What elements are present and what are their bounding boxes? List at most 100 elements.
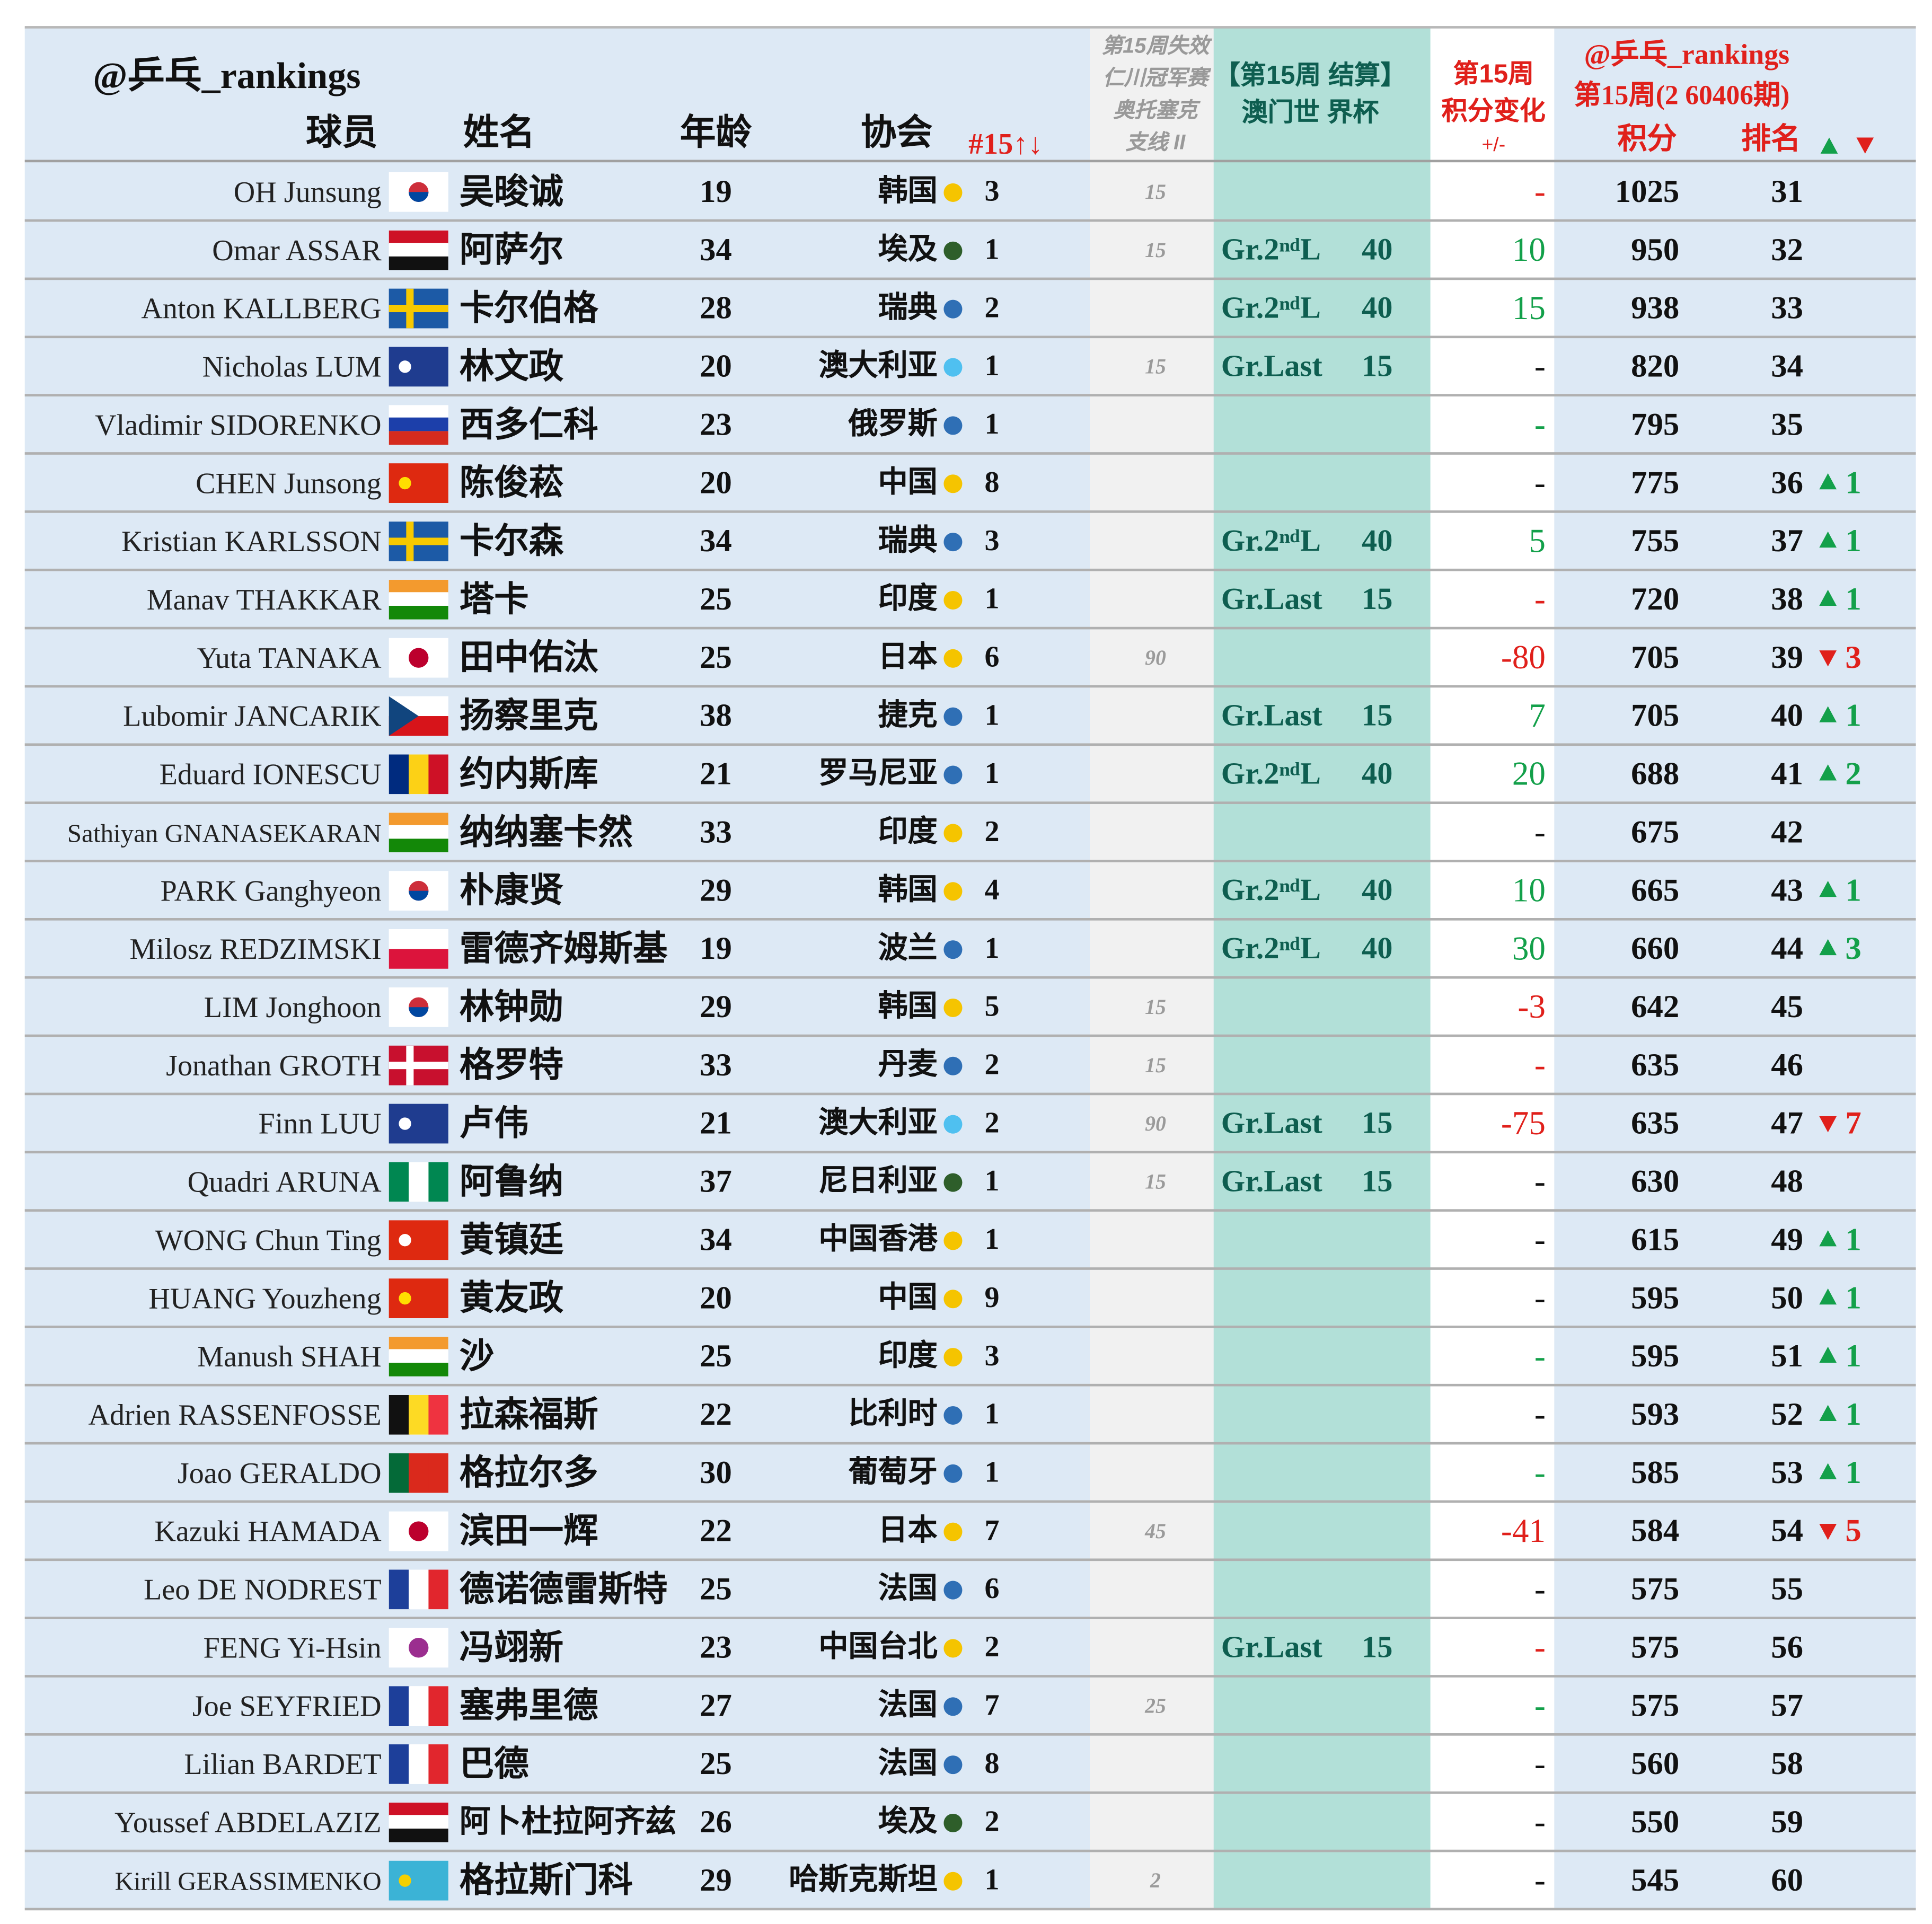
age: 29 xyxy=(700,988,732,1024)
points-change: - xyxy=(1534,1278,1546,1316)
assoc: 澳大利亚 xyxy=(818,348,938,383)
rank-move: 1 xyxy=(1845,1396,1862,1432)
assoc: 波兰 xyxy=(878,931,938,965)
assoc: 印度 xyxy=(878,814,938,848)
rank-move: 1 xyxy=(1845,1453,1862,1490)
row-separator xyxy=(24,336,1916,339)
flag-part xyxy=(389,1349,448,1363)
player-en: Yuta TANAKA xyxy=(197,642,382,675)
points-change: - xyxy=(1534,1045,1546,1083)
rank-move: 1 xyxy=(1845,696,1862,733)
player-en: Nicholas LUM xyxy=(202,351,382,384)
result-points: 15 xyxy=(1361,699,1393,732)
assoc-dot xyxy=(943,1580,963,1599)
flag-part xyxy=(409,1521,429,1541)
assoc-dot xyxy=(943,1231,963,1250)
flag-part xyxy=(389,1743,410,1784)
assoc: 韩国 xyxy=(878,174,938,208)
age: 22 xyxy=(700,1512,732,1548)
points: 575 xyxy=(1631,1628,1680,1665)
header-rank: 排名 xyxy=(1741,122,1801,156)
change-column-bg xyxy=(1430,27,1555,1909)
result-points: 40 xyxy=(1361,873,1393,907)
rank: 32 xyxy=(1771,231,1803,267)
assoc: 中国 xyxy=(878,465,938,499)
player-en: Jonathan GROTH xyxy=(166,1049,382,1082)
player-en: Kirill GERASSIMENKO xyxy=(114,1866,382,1896)
flag-icon xyxy=(389,1511,448,1551)
player-cn: 卡尔伯格 xyxy=(459,288,598,326)
age: 28 xyxy=(700,289,732,325)
player-cn: 滨田一辉 xyxy=(459,1511,598,1549)
age: 25 xyxy=(700,1745,732,1781)
rank: 54 xyxy=(1771,1512,1803,1548)
expired-points: 25 xyxy=(1145,1693,1166,1717)
rank: 33 xyxy=(1771,289,1803,325)
result: Gr.Last xyxy=(1221,1164,1322,1198)
row-separator xyxy=(24,1791,1916,1794)
rank-up-icon xyxy=(1819,938,1837,955)
player-cn: 塔卡 xyxy=(459,579,529,618)
flag-part xyxy=(409,1161,429,1202)
assoc-dot xyxy=(943,939,963,958)
row-separator xyxy=(24,1151,1916,1154)
player-cn: 林文政 xyxy=(459,346,564,385)
player-cn: 阿鲁纳 xyxy=(459,1161,564,1200)
row-separator xyxy=(24,976,1916,979)
count: 2 xyxy=(984,816,1000,848)
points: 755 xyxy=(1631,522,1680,558)
count: 1 xyxy=(984,757,1000,790)
age: 20 xyxy=(700,347,732,384)
row-separator xyxy=(24,510,1916,513)
flag-part xyxy=(428,1569,448,1609)
rank: 58 xyxy=(1771,1745,1803,1781)
age: 21 xyxy=(700,1104,732,1141)
points-change: -3 xyxy=(1518,987,1546,1025)
rank: 56 xyxy=(1771,1628,1803,1665)
flag-part xyxy=(399,1117,411,1129)
count: 9 xyxy=(984,1282,1000,1314)
flag-part xyxy=(389,1061,448,1069)
age: 34 xyxy=(700,231,732,267)
player-en: Omar ASSAR xyxy=(212,234,382,267)
rank-up-icon xyxy=(1819,705,1837,722)
flag-icon xyxy=(389,463,448,502)
row-separator xyxy=(24,1209,1916,1212)
assoc-dot xyxy=(943,299,963,318)
rank: 44 xyxy=(1771,930,1803,966)
rank-up-icon xyxy=(1819,1346,1837,1362)
rank-move: 2 xyxy=(1845,755,1862,791)
expired-points: 45 xyxy=(1145,1519,1166,1543)
header-count: #15↑↓ xyxy=(968,129,1043,161)
rank: 55 xyxy=(1771,1570,1803,1607)
count: 7 xyxy=(984,1689,1000,1722)
points: 545 xyxy=(1631,1861,1680,1897)
result: Gr.2ⁿᵈL xyxy=(1221,757,1321,791)
rank-up-icon xyxy=(1819,589,1837,605)
points-change: - xyxy=(1534,579,1546,617)
flag-part xyxy=(389,1802,448,1816)
flag-icon xyxy=(389,230,448,270)
points: 550 xyxy=(1631,1803,1680,1839)
points-change: - xyxy=(1534,1162,1546,1199)
player-cn: 朴康贤 xyxy=(459,870,564,909)
age: 27 xyxy=(700,1687,732,1723)
points-change: - xyxy=(1534,1802,1546,1840)
rank-move: 1 xyxy=(1845,1279,1862,1316)
points: 688 xyxy=(1631,755,1680,791)
player-cn: 卢伟 xyxy=(459,1103,529,1142)
points: 795 xyxy=(1631,405,1680,442)
result-points: 40 xyxy=(1361,931,1393,965)
player-cn: 雷德齐姆斯基 xyxy=(459,928,668,967)
count: 1 xyxy=(984,408,1000,440)
row-separator xyxy=(24,1267,1916,1270)
player-en: PARK Ganghyeon xyxy=(160,875,382,908)
table-bg xyxy=(24,27,1916,1909)
points: 560 xyxy=(1631,1745,1680,1781)
assoc-dot xyxy=(943,765,963,784)
result: Gr.2ⁿᵈL xyxy=(1221,931,1321,965)
player-cn: 冯翊新 xyxy=(459,1627,564,1666)
header-result-1: 【第15周 结算】 xyxy=(1214,61,1407,90)
flag-part xyxy=(428,1452,448,1493)
points: 584 xyxy=(1631,1512,1680,1548)
